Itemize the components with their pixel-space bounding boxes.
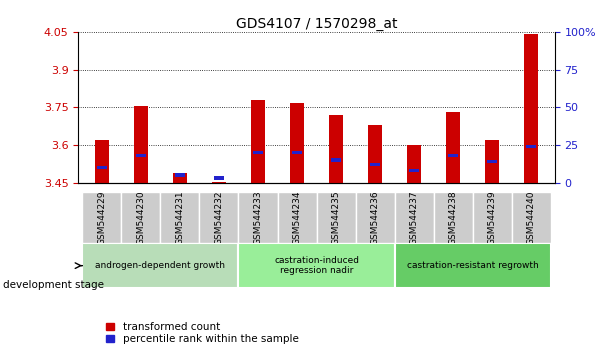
Legend: transformed count, percentile rank within the sample: transformed count, percentile rank withi… xyxy=(102,318,303,348)
FancyBboxPatch shape xyxy=(200,192,238,243)
Text: androgen-dependent growth: androgen-dependent growth xyxy=(95,261,226,270)
Text: GSM544232: GSM544232 xyxy=(215,190,224,245)
Text: GSM544238: GSM544238 xyxy=(449,190,458,245)
FancyBboxPatch shape xyxy=(160,192,200,243)
Bar xyxy=(331,158,341,162)
FancyBboxPatch shape xyxy=(238,243,395,288)
Bar xyxy=(408,145,421,183)
Bar xyxy=(212,182,226,183)
FancyBboxPatch shape xyxy=(238,192,277,243)
Bar xyxy=(96,166,107,169)
FancyBboxPatch shape xyxy=(473,192,512,243)
Text: GSM544229: GSM544229 xyxy=(97,190,106,245)
FancyBboxPatch shape xyxy=(82,192,121,243)
Text: GSM544239: GSM544239 xyxy=(488,190,497,245)
FancyBboxPatch shape xyxy=(121,192,160,243)
Bar xyxy=(526,145,537,148)
Text: development stage: development stage xyxy=(3,280,104,290)
Bar xyxy=(329,115,343,183)
Text: GSM544240: GSM544240 xyxy=(527,190,536,245)
Bar xyxy=(485,140,499,183)
Bar xyxy=(214,176,224,180)
Bar xyxy=(487,160,497,163)
Bar xyxy=(370,163,380,166)
FancyBboxPatch shape xyxy=(512,192,551,243)
FancyBboxPatch shape xyxy=(395,243,551,288)
Bar xyxy=(368,125,382,183)
Text: castration-induced
regression nadir: castration-induced regression nadir xyxy=(274,256,359,275)
Bar xyxy=(409,169,419,172)
Text: GSM544231: GSM544231 xyxy=(175,190,185,245)
Bar xyxy=(292,151,302,154)
Bar xyxy=(525,34,538,183)
Text: GSM544235: GSM544235 xyxy=(332,190,341,245)
Text: GSM544233: GSM544233 xyxy=(253,190,262,245)
Bar xyxy=(173,172,187,183)
Text: GSM544237: GSM544237 xyxy=(409,190,418,245)
Bar xyxy=(175,173,185,177)
Bar xyxy=(290,103,304,183)
Text: castration-resistant regrowth: castration-resistant regrowth xyxy=(407,261,538,270)
FancyBboxPatch shape xyxy=(82,243,238,288)
Bar xyxy=(136,154,146,157)
FancyBboxPatch shape xyxy=(434,192,473,243)
FancyBboxPatch shape xyxy=(356,192,395,243)
FancyBboxPatch shape xyxy=(317,192,356,243)
Bar xyxy=(134,106,148,183)
Bar xyxy=(251,100,265,183)
Bar xyxy=(446,112,460,183)
Bar xyxy=(448,154,458,157)
FancyBboxPatch shape xyxy=(395,192,434,243)
Bar xyxy=(95,140,109,183)
Text: GSM544230: GSM544230 xyxy=(136,190,145,245)
Text: GSM544236: GSM544236 xyxy=(371,190,380,245)
FancyBboxPatch shape xyxy=(277,192,317,243)
Title: GDS4107 / 1570298_at: GDS4107 / 1570298_at xyxy=(236,17,397,31)
Text: GSM544234: GSM544234 xyxy=(292,190,302,245)
Bar xyxy=(253,151,263,154)
